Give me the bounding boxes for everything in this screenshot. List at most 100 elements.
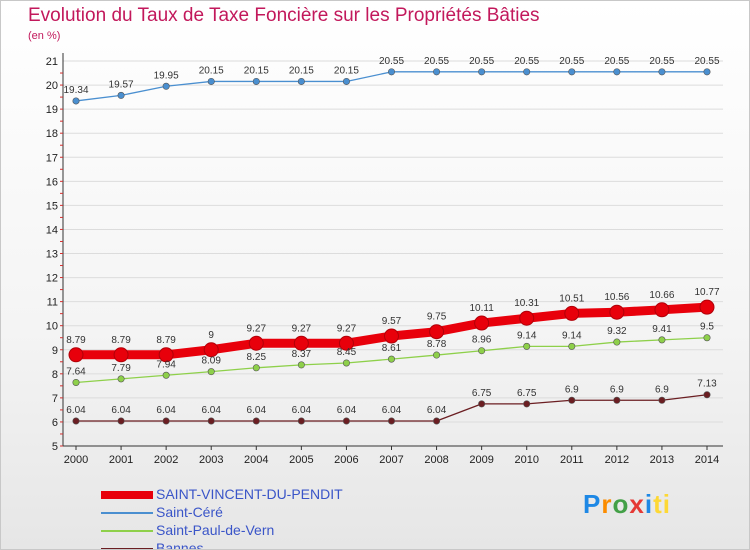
data-point <box>703 68 711 76</box>
data-point <box>613 338 621 346</box>
data-point <box>429 324 445 340</box>
data-label: 20.15 <box>244 65 269 76</box>
legend-label: Saint-Paul-de-Vern <box>156 522 275 538</box>
data-point <box>613 68 621 76</box>
y-tick-label: 19 <box>46 104 58 116</box>
data-point <box>433 68 441 76</box>
data-label: 6.04 <box>427 405 447 416</box>
data-point <box>113 347 129 363</box>
x-tick-label: 2011 <box>560 454 584 466</box>
data-label: 8.25 <box>247 352 267 363</box>
y-tick-label: 6 <box>52 417 58 429</box>
data-label: 10.11 <box>469 303 494 314</box>
data-label: 6.04 <box>156 405 176 416</box>
data-label: 6.04 <box>201 405 221 416</box>
data-point <box>72 378 80 386</box>
legend-swatch <box>101 491 153 499</box>
data-label: 19.57 <box>109 79 134 90</box>
legend-swatch <box>101 512 153 514</box>
data-point <box>568 68 576 76</box>
data-label: 20.55 <box>424 56 449 67</box>
data-label: 10.31 <box>514 298 539 309</box>
data-point <box>654 302 670 318</box>
data-label: 9.75 <box>427 312 447 323</box>
data-label: 8.79 <box>156 335 176 346</box>
y-tick-label: 9 <box>52 345 58 357</box>
data-label: 20.15 <box>199 65 224 76</box>
data-label: 8.96 <box>472 335 492 346</box>
data-point <box>478 347 486 355</box>
data-point <box>387 68 395 76</box>
data-point <box>478 68 486 76</box>
data-point <box>162 371 170 379</box>
x-tick-label: 2000 <box>64 454 88 466</box>
data-point <box>384 328 399 344</box>
data-point <box>699 299 715 315</box>
y-tick-label: 21 <box>46 56 58 68</box>
data-label: 8.09 <box>201 356 221 367</box>
data-label: 9.14 <box>517 330 537 341</box>
data-label: 6.04 <box>382 405 402 416</box>
data-point <box>207 77 215 85</box>
x-tick-label: 2007 <box>379 454 403 466</box>
data-point <box>252 364 260 372</box>
data-point <box>523 68 531 76</box>
data-point <box>342 417 350 425</box>
data-label: 9.32 <box>607 326 627 337</box>
data-point <box>658 396 666 404</box>
y-tick-label: 5 <box>52 441 58 453</box>
data-point <box>158 347 174 363</box>
data-label: 9.14 <box>562 330 582 341</box>
data-label: 6.75 <box>472 388 492 399</box>
data-label: 8.61 <box>382 343 402 354</box>
data-point <box>297 361 305 369</box>
data-label: 20.55 <box>379 56 404 67</box>
x-tick-label: 2010 <box>514 454 538 466</box>
x-tick-label: 2004 <box>244 454 268 466</box>
x-tick-label: 2012 <box>605 454 629 466</box>
data-label: 20.55 <box>469 56 494 67</box>
data-point <box>338 335 354 351</box>
axis-layer: 5 6 7 8 9 10 11 12 13 14 15 16 17 18 19 20 21 2000 2001 200… <box>46 53 723 466</box>
data-label: 10.66 <box>649 290 674 301</box>
data-label: 19.34 <box>63 85 88 96</box>
data-label: 6.9 <box>565 384 579 395</box>
proxiti-logo: Proxiti <box>583 489 671 519</box>
data-point <box>252 77 260 85</box>
data-label: 8.37 <box>292 349 312 360</box>
data-point <box>433 417 441 425</box>
y-tick-label: 15 <box>46 200 58 212</box>
legend-swatch <box>101 530 153 532</box>
x-tick-label: 2009 <box>469 454 493 466</box>
data-point <box>297 77 305 85</box>
data-point <box>523 400 531 408</box>
y-tick-label: 11 <box>47 297 58 309</box>
label-layer: 19.34 19.57 19.95 20.15 20.15 20.15 20.15 20.55… <box>63 56 719 416</box>
data-point <box>252 417 260 425</box>
data-point <box>117 375 125 383</box>
x-tick-label: 2008 <box>424 454 448 466</box>
data-label: 20.15 <box>334 65 359 76</box>
data-label: 6.04 <box>66 405 86 416</box>
data-label: 7.13 <box>697 379 717 390</box>
x-tick-label: 2014 <box>695 454 719 466</box>
data-label: 6.04 <box>111 405 131 416</box>
data-label: 8.45 <box>337 347 357 358</box>
data-label: 10.51 <box>559 293 584 304</box>
data-point <box>342 359 350 367</box>
x-tick-label: 2003 <box>199 454 223 466</box>
legend-swatch <box>101 548 153 549</box>
y-tick-label: 12 <box>46 273 58 285</box>
legend-label: Saint-Céré <box>156 504 223 520</box>
data-point <box>478 400 486 408</box>
y-tick-label: 17 <box>46 152 58 164</box>
data-point <box>387 355 395 363</box>
legend-label: SAINT-VINCENT-DU-PENDIT <box>156 486 343 502</box>
data-label: 20.55 <box>514 56 539 67</box>
y-tick-label: 10 <box>46 321 58 333</box>
data-point <box>568 396 576 404</box>
data-point <box>293 335 309 351</box>
data-point <box>568 342 576 350</box>
data-label: 9.41 <box>652 324 672 335</box>
